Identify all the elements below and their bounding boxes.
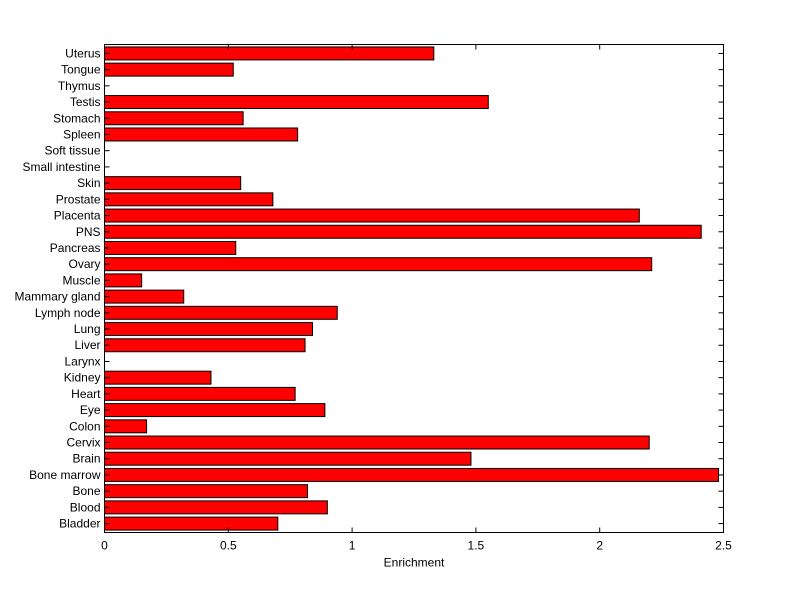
- bar-tongue: [104, 62, 234, 77]
- y-tick-label-uterus: Uterus: [65, 46, 100, 60]
- bar-stomach: [104, 111, 244, 126]
- bar-bone: [104, 484, 309, 499]
- y-tick-label-ovary: Ovary: [68, 257, 100, 271]
- y-axis-ticks: [104, 52, 724, 525]
- bar-brain: [104, 451, 472, 466]
- y-tick-label-prostate: Prostate: [56, 192, 101, 206]
- y-tick-label-liver: Liver: [74, 338, 100, 352]
- bar-heart: [104, 386, 296, 401]
- y-tick-label-muscle: Muscle: [62, 273, 100, 287]
- y-tick-label-testis: Testis: [70, 95, 101, 109]
- bar-mammary-gland: [104, 289, 185, 304]
- y-tick-label-skin: Skin: [77, 176, 100, 190]
- y-tick-label-colon: Colon: [69, 419, 100, 433]
- y-tick-label-cervix: Cervix: [66, 436, 100, 450]
- y-tick-label-pns: PNS: [76, 225, 101, 239]
- y-tick-label-lymph-node: Lymph node: [35, 306, 101, 320]
- x-axis-title: Enrichment: [384, 556, 445, 570]
- x-tick-label-0: 0: [101, 539, 108, 553]
- bar-uterus: [104, 46, 435, 61]
- y-tick-label-heart: Heart: [71, 387, 101, 401]
- y-tick-label-bone-marrow: Bone marrow: [29, 468, 101, 482]
- y-tick-label-spleen: Spleen: [63, 127, 100, 141]
- plot-frame: [104, 44, 724, 533]
- bar-lymph-node: [104, 305, 338, 320]
- y-tick-label-stomach: Stomach: [53, 111, 100, 125]
- bar-placenta: [104, 208, 640, 223]
- y-axis-labels: Uterus Tongue Thymus Testis Stomach Spleen Sof…: [14, 46, 101, 530]
- x-tick-label-0-5: 0.5: [220, 539, 237, 553]
- x-tick-label-2-5: 2.5: [715, 539, 732, 553]
- x-tick-label-1-5: 1.5: [468, 539, 485, 553]
- y-tick-label-soft-tissue: Soft tissue: [44, 144, 100, 158]
- bar-prostate: [104, 192, 274, 207]
- x-tick-label-1: 1: [349, 539, 356, 553]
- bar-pns: [104, 224, 702, 239]
- y-tick-label-bladder: Bladder: [59, 517, 100, 531]
- y-tick-label-eye: Eye: [80, 403, 101, 417]
- y-tick-label-brain: Brain: [72, 452, 100, 466]
- y-tick-label-pancreas: Pancreas: [50, 241, 101, 255]
- bar-bone-marrow: [104, 467, 720, 482]
- y-tick-label-kidney: Kidney: [64, 371, 101, 385]
- y-tick-label-blood: Blood: [70, 500, 101, 514]
- y-tick-label-lung: Lung: [74, 322, 101, 336]
- y-tick-label-tongue: Tongue: [61, 63, 101, 77]
- bar-colon: [104, 419, 148, 434]
- x-tick-label-2: 2: [596, 539, 603, 553]
- bar-muscle: [104, 273, 143, 288]
- bar-spleen: [104, 127, 299, 142]
- bar-liver: [104, 338, 306, 353]
- y-tick-label-bone: Bone: [72, 484, 100, 498]
- x-axis-labels: 0 0.5 1 1.5 2 2.5: [101, 539, 732, 553]
- bar-ovary: [104, 257, 653, 272]
- y-tick-label-small-intestine: Small intestine: [22, 160, 100, 174]
- bar-kidney: [104, 370, 212, 385]
- y-tick-label-mammary-gland: Mammary gland: [14, 290, 100, 304]
- bar-testis: [104, 95, 489, 110]
- bar-lung: [104, 322, 313, 337]
- bars-group: [104, 46, 720, 531]
- y-tick-label-larynx: Larynx: [64, 354, 100, 368]
- bar-blood: [104, 500, 328, 515]
- bar-eye: [104, 403, 326, 418]
- bar-bladder: [104, 516, 279, 531]
- y-tick-label-thymus: Thymus: [58, 79, 101, 93]
- bar-skin: [104, 176, 242, 191]
- bar-pancreas: [104, 240, 237, 255]
- bar-cervix: [104, 435, 650, 450]
- y-tick-label-placenta: Placenta: [54, 209, 101, 223]
